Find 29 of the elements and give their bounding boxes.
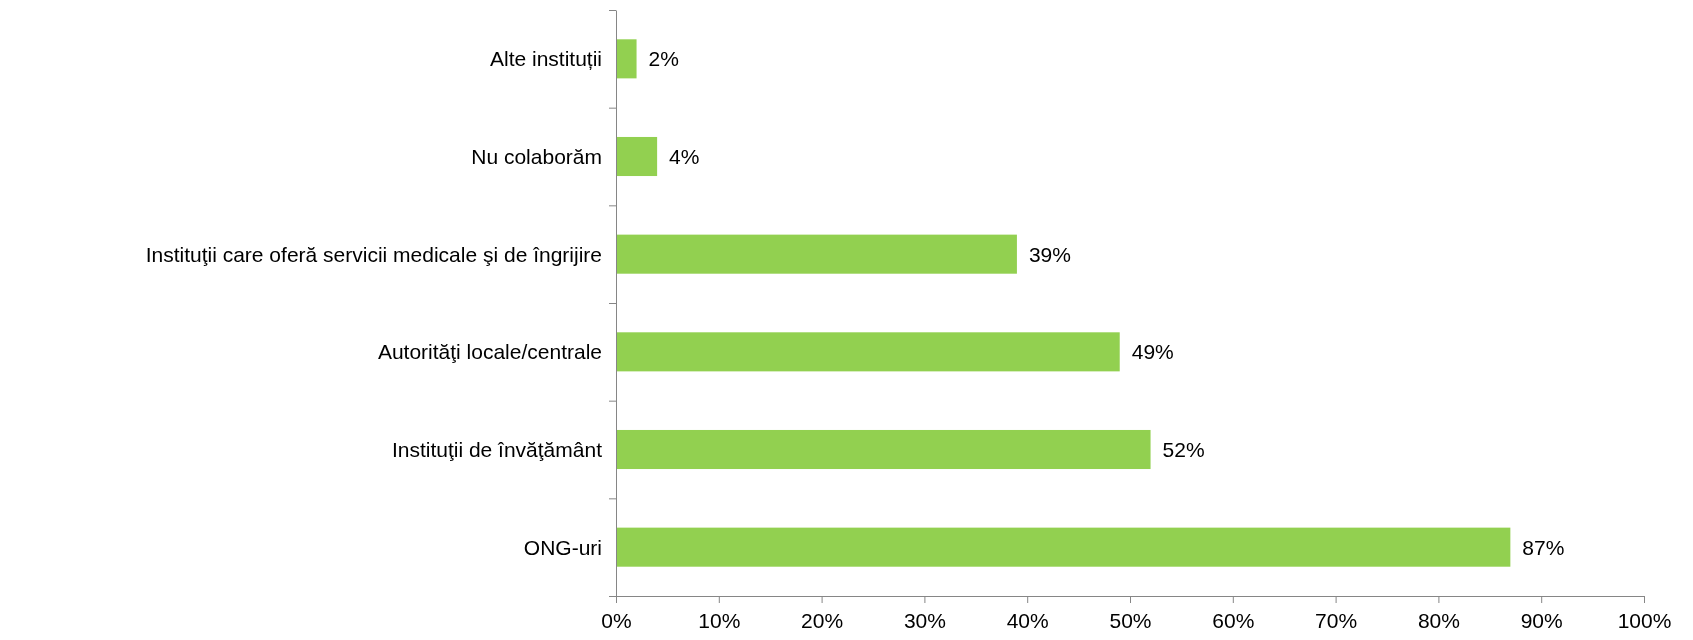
y-tick-label: Autorităţi locale/centrale: [377, 340, 602, 364]
bar: [616, 39, 637, 79]
bar: [616, 136, 658, 177]
y-tick-label: Instituţii de învăţământ: [391, 437, 603, 461]
x-tick-label: 0%: [601, 609, 632, 633]
data-label: 2%: [648, 47, 679, 71]
data-label: 87%: [1522, 535, 1565, 559]
x-tick-label: 40%: [1006, 609, 1049, 633]
data-label: 52%: [1162, 437, 1205, 461]
bar: [616, 332, 1120, 372]
y-tick-label: Nu colaborăm: [471, 144, 602, 168]
data-label: 4%: [669, 144, 700, 168]
y-tick-label: ONG-uri: [523, 535, 602, 559]
bar: [616, 429, 1151, 470]
x-tick-label: 90%: [1520, 609, 1563, 633]
y-tick-label: Alte instituții: [489, 47, 602, 71]
x-tick-label: 20%: [801, 609, 844, 633]
x-tick-label: 10%: [698, 609, 741, 633]
x-tick-label: 100%: [1617, 609, 1672, 633]
x-tick-label: 60%: [1212, 609, 1255, 633]
x-tick-label: 30%: [903, 609, 946, 633]
bar: [616, 234, 1017, 274]
data-label: 49%: [1131, 340, 1174, 364]
bar: [616, 527, 1511, 567]
data-label: 39%: [1028, 242, 1071, 266]
x-tick-label: 50%: [1109, 609, 1152, 633]
x-tick-label: 80%: [1417, 609, 1460, 633]
y-tick-label: Instituţii care oferă servicii medicale şi de îngrijire: [145, 242, 602, 266]
x-tick-label: 70%: [1315, 609, 1358, 633]
